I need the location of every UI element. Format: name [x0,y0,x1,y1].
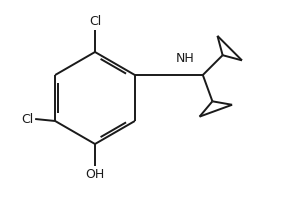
Text: NH: NH [175,52,194,65]
Text: Cl: Cl [21,112,33,125]
Text: OH: OH [85,168,105,181]
Text: Cl: Cl [89,15,101,28]
